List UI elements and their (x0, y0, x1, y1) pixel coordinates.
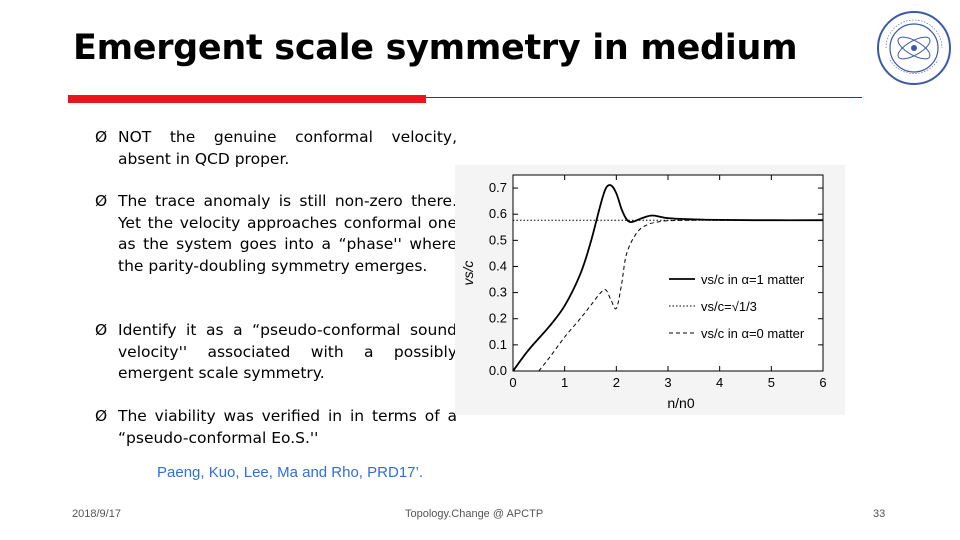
bullet-item: Ø NOT the genuine conformal velocity, ab… (95, 127, 457, 170)
y-tick-label: 0.5 (489, 232, 507, 247)
x-tick-label: 0 (509, 375, 516, 390)
y-tick-label: 0.7 (489, 180, 507, 195)
x-axis-label: n/n0 (667, 395, 694, 411)
title-divider-line (426, 97, 862, 98)
page-number: 33 (873, 508, 886, 520)
x-tick-label: 5 (768, 375, 775, 390)
y-tick-label: 0.4 (489, 258, 507, 273)
bullet-item: Ø The trace anomaly is still non-zero th… (95, 191, 457, 277)
y-tick-label: 0.1 (489, 337, 507, 352)
y-axis-label: vs/c (460, 261, 476, 286)
legend-label: vs/c in α=1 matter (701, 272, 805, 287)
bullet-item: Ø Identify it as a “pseudo-conformal sou… (95, 320, 457, 385)
bullet-text: Identify it as a “pseudo-conformal sound… (118, 321, 457, 382)
slide-title: Emergent scale symmetry in medium (73, 28, 798, 68)
y-tick-label: 0.6 (489, 206, 507, 221)
y-tick-label: 0.0 (489, 363, 507, 378)
bullet-text: The viability was verified in in terms o… (118, 407, 457, 447)
sound-velocity-chart: 0 1 2 3 4 5 6 0.0 0.1 0.2 0.3 0.4 0.5 0.6 0.7 n/n0 vs/c v… (455, 165, 845, 415)
x-tick-label: 1 (561, 375, 568, 390)
bullet-arrow-icon: Ø (95, 192, 108, 210)
x-tick-label: 4 (716, 375, 723, 390)
x-tick-label: 2 (613, 375, 620, 390)
footer-title: Topology.Change @ APCTP (405, 508, 544, 520)
x-tick-label: 6 (819, 375, 826, 390)
y-tick-label: 0.3 (489, 285, 507, 300)
series-line (538, 219, 823, 372)
legend-label: vs/c in α=0 matter (701, 326, 805, 341)
bullet-arrow-icon: Ø (95, 128, 108, 146)
bullet-text: The trace anomaly is still non-zero ther… (118, 192, 457, 275)
x-tick-label: 3 (664, 375, 671, 390)
footer-date: 2018/9/17 (72, 508, 121, 520)
university-logo (877, 11, 951, 85)
title-accent-rule (68, 95, 426, 103)
bullet-arrow-icon: Ø (95, 407, 108, 425)
bullet-item: Ø The viability was verified in in terms… (95, 406, 457, 449)
bullet-arrow-icon: Ø (95, 321, 108, 339)
y-tick-label: 0.2 (489, 311, 507, 326)
series-line (512, 184, 824, 372)
plot-frame (512, 174, 824, 372)
legend-label: vs/c=√1/3 (701, 299, 757, 314)
bullet-text: NOT the genuine conformal velocity, abse… (118, 128, 457, 168)
citation-reference: Paeng, Kuo, Lee, Ma and Rho, PRD17’. (157, 464, 424, 481)
